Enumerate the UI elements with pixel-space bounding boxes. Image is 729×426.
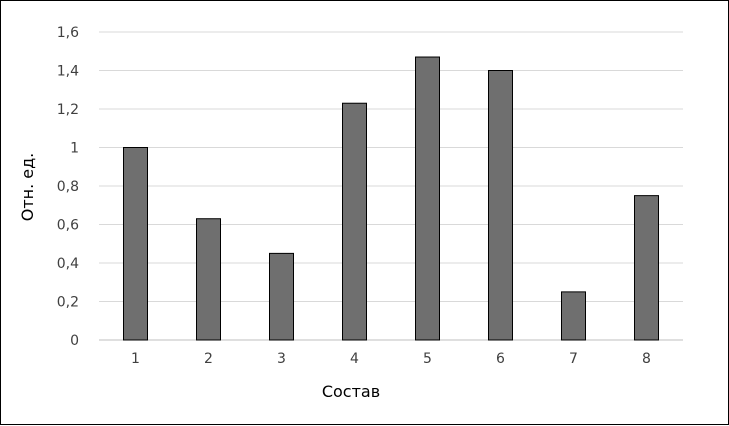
bar-8	[634, 195, 659, 341]
bar-2	[196, 218, 221, 341]
bar-5	[415, 56, 440, 341]
y-tick-label: 1,6	[57, 25, 79, 41]
x-tick-label: 4	[350, 351, 359, 367]
x-axis-title: Состав	[322, 382, 380, 401]
y-tick-labels: 0 0,2 0,4 0,6 0,8 1 1,2 1,4 1,6	[57, 25, 79, 349]
y-tick-label: 0,4	[57, 256, 79, 272]
bar-1	[123, 147, 148, 341]
bar-4	[342, 102, 367, 341]
x-tick-labels: 1 2 3 4 5 6 7 8	[131, 351, 651, 367]
x-tick-label: 7	[569, 351, 578, 367]
y-tick-label: 0,8	[57, 179, 79, 195]
y-tick-label: 0	[70, 333, 79, 349]
y-tick-label: 1,4	[57, 64, 79, 80]
bars	[123, 56, 659, 341]
bar-7	[561, 291, 586, 341]
x-tick-label: 5	[423, 351, 432, 367]
x-tick-label: 1	[131, 351, 140, 367]
y-axis-title: Отн. ед.	[18, 153, 37, 222]
x-tick-label: 2	[204, 351, 213, 367]
bar-6	[488, 70, 513, 341]
x-tick-label: 8	[642, 351, 651, 367]
x-tick-label: 3	[277, 351, 286, 367]
bar-3	[269, 252, 294, 341]
y-tick-label: 0,6	[57, 218, 79, 234]
y-tick-label: 1,2	[57, 102, 79, 118]
x-tick-label: 6	[496, 351, 505, 367]
gridlines	[99, 31, 683, 341]
y-tick-label: 1	[70, 141, 79, 157]
y-tick-label: 0,2	[57, 295, 79, 311]
